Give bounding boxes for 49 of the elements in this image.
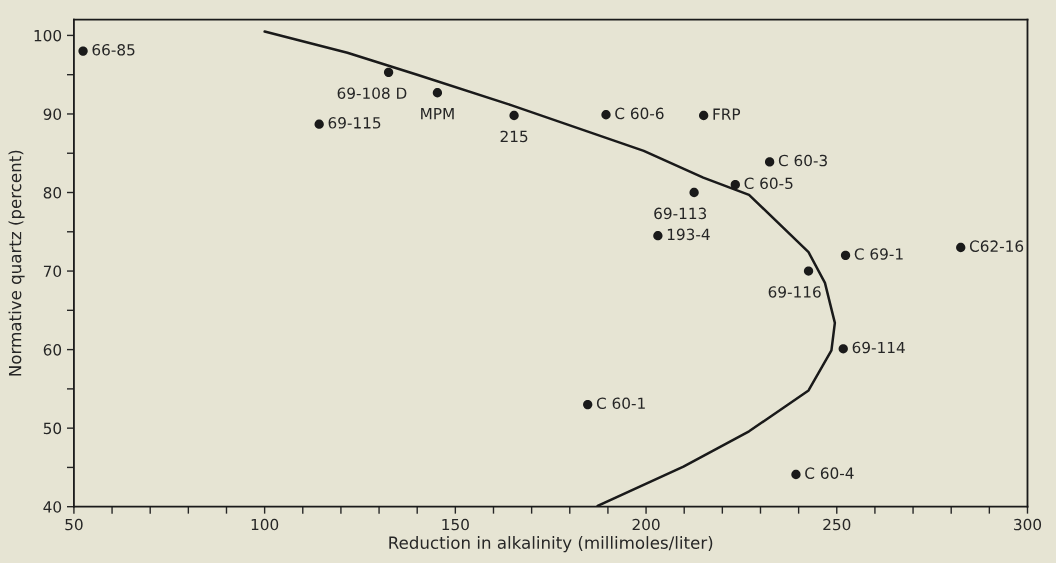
annotation: 69-114 — [852, 341, 905, 354]
annotation: 193-4 — [667, 228, 710, 241]
y-tick-label: 100 — [34, 29, 62, 42]
y-tick-label: 50 — [43, 422, 62, 435]
x-tick-label: 200 — [632, 518, 660, 531]
annotation: C 69-1 — [854, 248, 903, 260]
point — [383, 67, 394, 77]
annotation: FRP — [713, 108, 741, 120]
y-tick-label: 70 — [43, 265, 62, 278]
annotation: 69-115 — [328, 117, 381, 129]
annotation: 215 — [500, 130, 528, 143]
annotation: C 60-1 — [596, 397, 645, 410]
x-axis-title: Reduction in alkalinity (millimoles/liter) — [389, 536, 713, 553]
x-tick-label: 150 — [442, 518, 469, 531]
x-tick-label: 50 — [65, 518, 83, 531]
point — [803, 266, 814, 276]
point — [730, 180, 740, 190]
annotation: C 60-5 — [744, 177, 793, 190]
annotation: C 60-6 — [615, 107, 664, 120]
y-tick-label: 80 — [43, 186, 62, 199]
y-axis-title: Normative quartz (percent) — [8, 150, 25, 376]
point — [689, 187, 699, 198]
point — [78, 46, 88, 56]
x-tick-label: 300 — [1014, 518, 1042, 531]
annotation: 69-108 D — [337, 87, 407, 99]
x-tick-label: 250 — [823, 518, 851, 531]
point — [653, 231, 663, 241]
y-tick-label: 60 — [43, 344, 62, 356]
point — [764, 157, 775, 167]
y-tick-label: 40 — [43, 501, 62, 513]
point — [509, 110, 519, 121]
annotation: C 60-4 — [805, 467, 854, 479]
y-tick-label: 90 — [43, 108, 62, 120]
point — [314, 119, 324, 129]
point — [840, 250, 851, 261]
point — [583, 399, 593, 410]
point — [791, 469, 801, 480]
point — [956, 242, 966, 253]
point — [432, 88, 443, 98]
x-tick-label: 100 — [251, 518, 279, 531]
annotation: 66-85 — [92, 44, 135, 56]
point — [838, 344, 848, 354]
point — [699, 110, 709, 121]
annotation: C62-16 — [969, 240, 1024, 252]
annotation: 69-116 — [768, 286, 821, 298]
annotation: 69-113 — [654, 207, 707, 220]
annotation: C 60-3 — [778, 154, 827, 167]
point — [601, 110, 611, 120]
annotation: MPM — [421, 108, 454, 120]
